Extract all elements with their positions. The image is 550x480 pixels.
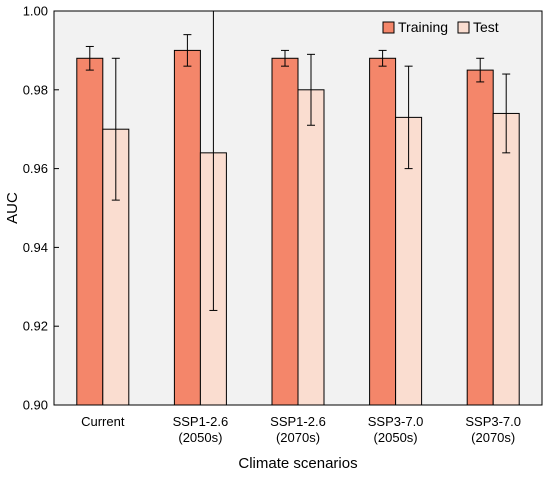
x-tick-label-line: SSP3-7.0 [368, 414, 424, 429]
x-tick-label-1: SSP1-2.6 (2050s) [173, 414, 229, 445]
x-tick-label-4: SSP3-7.0 (2070s) [465, 414, 521, 445]
x-tick-label-line: (2050s) [374, 430, 418, 445]
y-tick-label-1: 0.92 [23, 319, 48, 334]
y-tick-label-5: 1.00 [23, 4, 48, 19]
bar-training-0 [76, 57, 104, 406]
y-tick-label-0: 0.90 [23, 398, 48, 413]
x-tick-label-line: SSP1-2.6 [173, 414, 229, 429]
x-tick-label-line: SSP3-7.0 [465, 414, 521, 429]
legend: Training Test [382, 19, 499, 35]
bar-training-1 [173, 49, 201, 406]
plot-frame [53, 10, 543, 406]
x-tick-label-0: Current [81, 414, 125, 429]
legend-label-training: Training [398, 19, 448, 35]
bar-test-4 [492, 112, 520, 406]
x-tick-label-line: (2070s) [471, 430, 515, 445]
bar-test-2 [297, 89, 325, 406]
x-tick-label-line: SSP1-2.6 [270, 414, 326, 429]
legend-swatch-training [382, 21, 395, 34]
x-axis-title: Climate scenarios [238, 455, 357, 472]
x-axis-tick-labels: Current SSP1-2.6 (2050s)SSP1-2.6 (2070s)SSP… [81, 414, 521, 445]
x-tick-label-line: (2070s) [276, 430, 320, 445]
legend-swatch-test [457, 21, 470, 34]
y-axis-ticks: 0.90 0.92 0.94 0.96 0.98 1.00 [23, 4, 59, 413]
bar-training-2 [271, 57, 299, 406]
x-tick-label-3: SSP3-7.0 (2050s) [368, 414, 424, 445]
bar-training-4 [466, 69, 494, 406]
x-tick-label-line: (2050s) [178, 430, 222, 445]
x-tick-label-line: Current [81, 414, 125, 429]
bar-training-3 [369, 57, 397, 406]
x-tick-label-2: SSP1-2.6 (2070s) [270, 414, 326, 445]
y-tick-label-3: 0.96 [23, 161, 48, 176]
y-axis-title: AUC [4, 192, 21, 224]
legend-label-test: Test [473, 19, 499, 35]
y-tick-label-2: 0.94 [23, 240, 48, 255]
bar-marks [76, 11, 520, 406]
y-tick-label-4: 0.98 [23, 82, 48, 97]
